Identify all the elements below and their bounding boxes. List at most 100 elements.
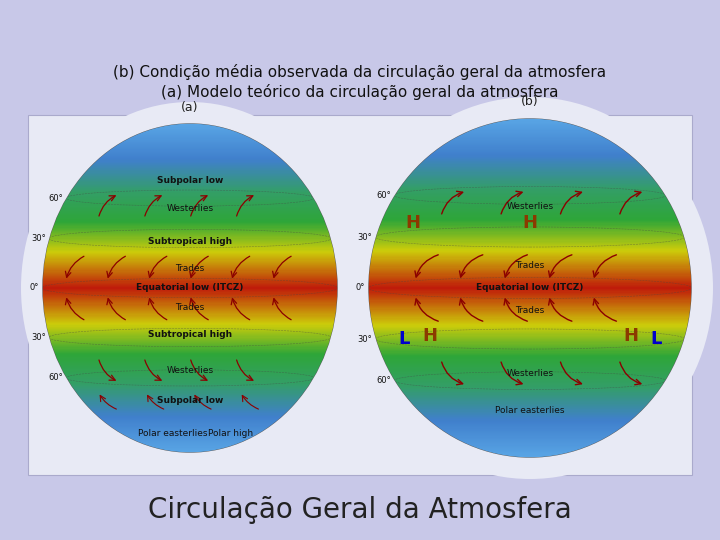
Bar xyxy=(375,238,685,239)
Bar xyxy=(383,359,677,361)
Bar xyxy=(94,161,286,163)
Bar xyxy=(42,300,338,301)
Bar xyxy=(71,190,310,191)
Bar xyxy=(476,127,584,128)
Bar xyxy=(465,443,595,444)
Bar xyxy=(396,191,664,193)
Text: L: L xyxy=(398,330,410,348)
Text: 60°: 60° xyxy=(48,193,63,202)
Bar xyxy=(88,407,292,408)
Bar xyxy=(426,157,634,159)
Bar xyxy=(163,449,217,451)
Bar xyxy=(403,393,657,395)
Bar xyxy=(405,395,655,397)
Bar xyxy=(398,386,662,388)
Bar xyxy=(377,341,684,342)
Bar xyxy=(63,372,318,373)
Bar xyxy=(423,160,637,161)
Bar xyxy=(413,170,647,171)
Text: (a): (a) xyxy=(181,100,199,113)
Text: Circulação Geral da Atmosfera: Circulação Geral da Atmosfera xyxy=(148,496,572,524)
Bar xyxy=(82,174,298,176)
Bar xyxy=(138,133,242,134)
Bar xyxy=(377,342,683,343)
Bar xyxy=(369,272,691,273)
Text: Trades: Trades xyxy=(516,306,544,315)
Bar xyxy=(52,347,328,348)
Bar xyxy=(456,438,604,440)
Bar xyxy=(397,384,663,386)
Bar xyxy=(77,393,303,395)
Text: H: H xyxy=(523,214,538,232)
Bar xyxy=(154,447,226,449)
Bar xyxy=(50,233,330,234)
Bar xyxy=(83,401,297,402)
Bar xyxy=(43,264,336,265)
Text: Westerlies: Westerlies xyxy=(166,204,214,213)
Bar xyxy=(68,194,312,195)
Bar xyxy=(377,343,683,345)
Bar xyxy=(428,419,632,421)
Bar xyxy=(368,291,692,293)
Bar xyxy=(66,198,314,199)
Bar xyxy=(373,329,687,331)
Bar xyxy=(42,271,337,273)
Bar xyxy=(80,397,300,399)
Bar xyxy=(54,223,326,224)
Text: Polar easterlies: Polar easterlies xyxy=(495,406,564,415)
Bar xyxy=(65,199,315,200)
Bar xyxy=(369,305,691,306)
Bar xyxy=(372,252,688,253)
Text: Westerlies: Westerlies xyxy=(506,202,554,211)
Bar xyxy=(42,285,338,286)
Bar xyxy=(59,364,320,366)
Bar xyxy=(368,288,692,289)
Bar xyxy=(42,290,338,291)
Bar xyxy=(401,185,660,186)
Bar xyxy=(449,434,612,435)
Bar xyxy=(382,355,679,356)
Bar xyxy=(42,286,338,287)
Bar xyxy=(374,239,685,240)
Bar xyxy=(49,238,331,240)
Bar xyxy=(382,219,678,220)
Bar xyxy=(48,239,332,241)
Bar xyxy=(73,388,307,389)
Bar xyxy=(45,323,335,325)
Bar xyxy=(388,205,672,206)
Bar xyxy=(106,151,274,153)
Bar xyxy=(415,167,645,169)
Bar xyxy=(445,143,616,144)
Bar xyxy=(46,324,334,326)
Text: 60°: 60° xyxy=(48,374,63,382)
Bar xyxy=(441,429,618,431)
Bar xyxy=(370,316,690,318)
Bar xyxy=(368,282,692,284)
Bar xyxy=(86,170,294,171)
Bar xyxy=(42,272,338,274)
Bar xyxy=(470,446,590,447)
Bar xyxy=(433,151,626,152)
Bar xyxy=(420,413,639,414)
Bar xyxy=(368,284,692,286)
Bar xyxy=(427,418,634,420)
Bar xyxy=(384,212,675,213)
Bar xyxy=(42,276,338,278)
Bar xyxy=(412,171,648,172)
Bar xyxy=(377,230,683,231)
Bar xyxy=(47,246,333,247)
Bar xyxy=(56,358,323,360)
Bar xyxy=(92,411,288,413)
Bar xyxy=(403,181,657,183)
Bar xyxy=(50,234,330,235)
Bar xyxy=(66,378,314,379)
Bar xyxy=(386,210,674,211)
Bar xyxy=(445,431,616,433)
Text: Subpolar low: Subpolar low xyxy=(157,176,223,185)
Bar xyxy=(79,396,301,398)
Bar xyxy=(404,394,656,396)
Text: H: H xyxy=(623,327,638,345)
Bar xyxy=(45,316,336,318)
Bar xyxy=(369,275,692,276)
Bar xyxy=(122,434,258,435)
